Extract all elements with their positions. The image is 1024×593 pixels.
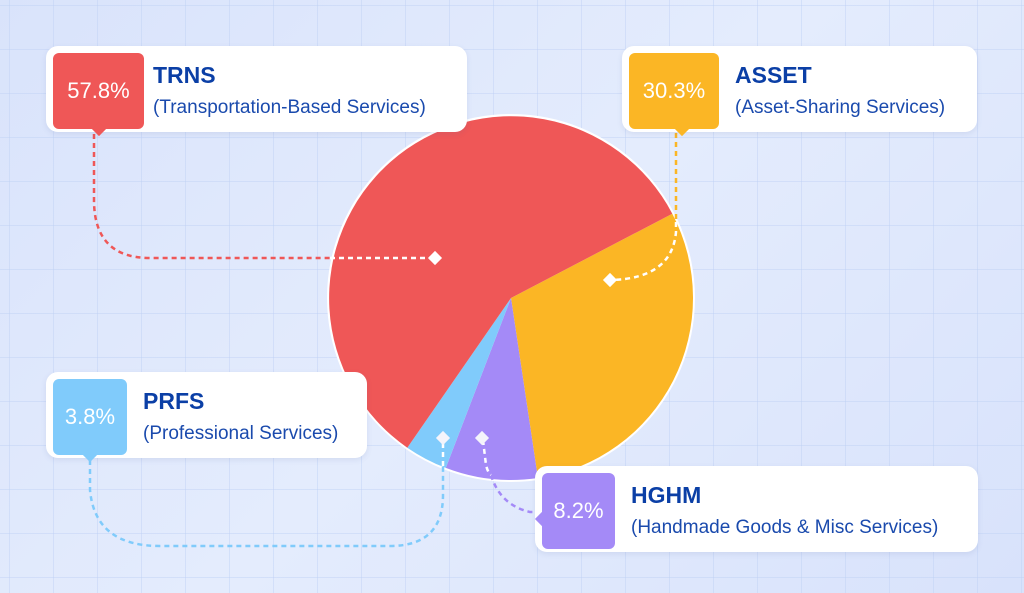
percent-prfs: 3.8% [64, 404, 116, 429]
description-asset: (Asset-Sharing Services) [735, 97, 946, 118]
percent-badge-hghm: 8.2% [534, 473, 615, 549]
marker-asset-icon [602, 272, 618, 288]
slice-trns[interactable] [329, 116, 673, 448]
description-hghm: (Handmade Goods & Misc Services) [631, 517, 939, 538]
callout-card-trns: 57.8% TRNS (Transportation-Based Service… [46, 46, 467, 137]
percent-badge-trns: 57.8% [53, 53, 144, 137]
badge-pointer-icon [534, 511, 550, 527]
description-prfs: (Professional Services) [143, 423, 339, 444]
callout-card-prfs: 3.8% PRFS (Professional Services) [46, 372, 367, 463]
connector-trns [92, 134, 330, 260]
code-prfs: PRFS [143, 388, 205, 414]
code-asset: ASSET [735, 62, 812, 88]
marker-hghm-icon [474, 430, 490, 446]
code-hghm: HGHM [631, 482, 702, 508]
slice-asset[interactable] [511, 213, 693, 478]
connector-hghm-inner [481, 439, 492, 477]
percent-badge-asset: 30.3% [629, 53, 719, 137]
connector-asset-inner [611, 222, 678, 282]
code-trns: TRNS [153, 62, 216, 88]
slice-prfs[interactable] [407, 298, 511, 468]
marker-trns-icon [427, 250, 443, 266]
percent-asset: 30.3% [642, 78, 706, 103]
marker-prfs-icon [435, 430, 451, 446]
percent-trns: 57.8% [67, 78, 130, 103]
callout-card-hghm: 8.2% HGHM (Handmade Goods & Misc Service… [534, 466, 978, 552]
callout-card-asset: 30.3% ASSET (Asset-Sharing Services) [622, 46, 977, 137]
percent-badge-prfs: 3.8% [53, 379, 127, 463]
connector-prfs [88, 460, 445, 548]
percent-hghm: 8.2% [553, 498, 604, 523]
description-trns: (Transportation-Based Services) [153, 97, 426, 118]
slice-hghm[interactable] [445, 298, 538, 480]
connector-hghm [489, 474, 540, 514]
